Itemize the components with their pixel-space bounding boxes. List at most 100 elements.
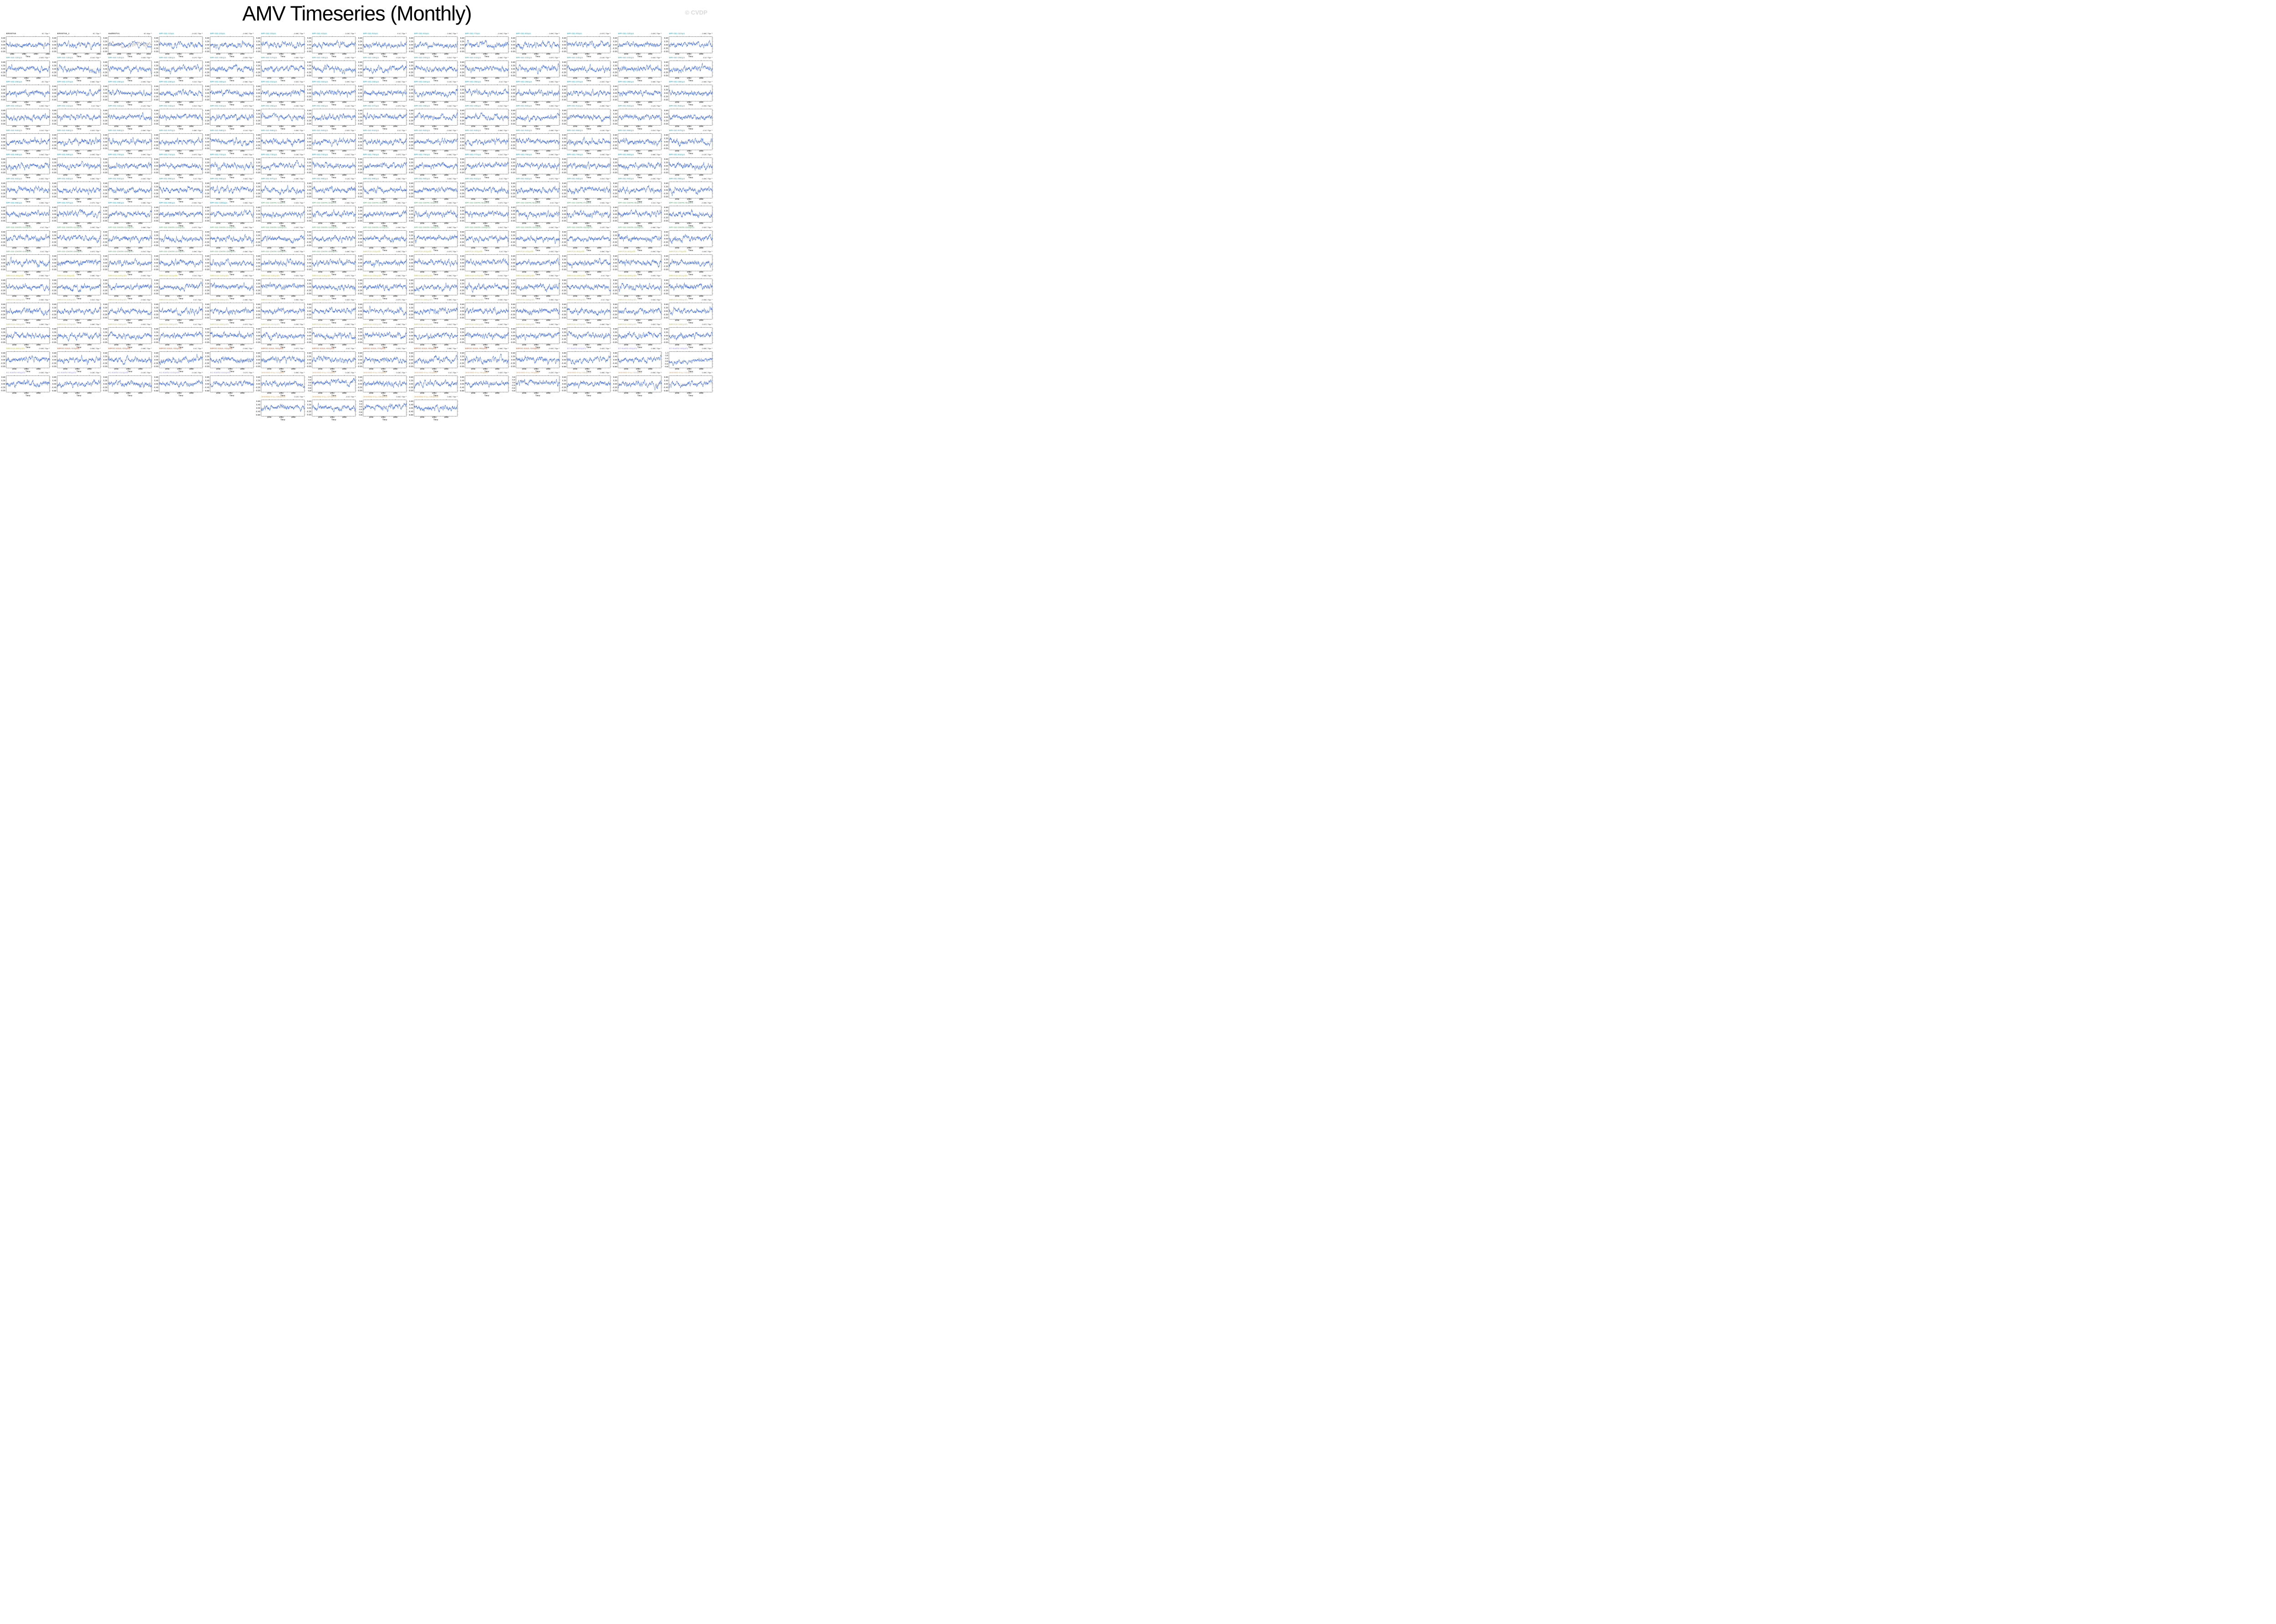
x-tick-label: 2080 — [597, 271, 602, 273]
y-tick-label: -0.60 — [103, 99, 107, 101]
x-tick-label: 2040 — [522, 52, 527, 55]
panel-title: MPI-GE r72i1p1 — [210, 153, 226, 156]
panel-title: MPI-GE r68i1p1 — [6, 153, 22, 156]
timeseries-panel: MPI-GE r5i1p1 0.1C 73yr⁻¹0.600.300.00-0.3… — [358, 32, 407, 58]
y-tick-label: -0.60 — [460, 196, 464, 198]
y-tick-label: 0.30 — [103, 331, 107, 333]
y-tick-label: -0.60 — [205, 269, 209, 271]
x-axis-label: Time — [76, 201, 81, 203]
panel-trend-label: -0.02C 73yr⁻¹ — [39, 56, 50, 59]
y-tick-label: 0.30 — [562, 234, 566, 236]
y-tick-label: 0.30 — [409, 331, 413, 333]
x-tick-label: 2060 — [126, 368, 131, 370]
x-tick-label: 2080 — [393, 125, 398, 127]
y-tick-label: 0.30 — [358, 89, 362, 91]
x-axis-label: Time — [229, 55, 234, 58]
x-tick-label: 2060 — [75, 77, 80, 79]
x-tick-label: 2040 — [12, 174, 17, 176]
y-tick-label: -0.60 — [205, 365, 209, 368]
y-tick-label: -0.30 — [307, 193, 311, 195]
y-tick-label: -0.30 — [409, 289, 413, 292]
x-tick-label: 2040 — [165, 52, 170, 55]
timeseries-line — [6, 113, 50, 122]
x-tick-label: 2040 — [114, 271, 119, 273]
x-tick-label: 2060 — [126, 174, 131, 176]
y-tick-label: 0.30 — [154, 283, 158, 285]
y-tick-label: -0.60 — [358, 196, 362, 198]
timeseries-panel: MIROC6 r33i1p1f1 -0.1C 73yr⁻¹0.600.300.00… — [562, 299, 611, 325]
x-axis-label: Time — [229, 273, 234, 276]
y-tick-label: 0.00 — [205, 165, 209, 167]
panel-title: MIROC6 r11i1p1f1 — [159, 274, 178, 277]
y-tick-label: -0.60 — [562, 317, 566, 319]
y-tick-label: 0.00 — [256, 141, 260, 143]
x-tick-label: 2060 — [534, 392, 539, 394]
y-tick-label: -0.60 — [256, 317, 260, 319]
x-tick-label: 2040 — [573, 149, 578, 152]
y-tick-label: -0.30 — [103, 265, 107, 267]
x-tick-label: 2060 — [126, 222, 131, 224]
timeseries-line — [261, 331, 305, 341]
y-tick-label: 0.30 — [154, 307, 158, 309]
x-tick-label: 2040 — [267, 149, 272, 152]
y-tick-label: 0.60 — [664, 328, 668, 330]
x-axis-label: Time — [535, 152, 540, 155]
panel-trend-label: 0.15C 73yr⁻¹ — [345, 371, 356, 374]
timeseries-line — [312, 64, 356, 75]
panel-trend-label: 0.09C 73yr⁻¹ — [549, 105, 560, 107]
y-tick-label: -0.30 — [256, 193, 260, 195]
x-tick-label: 2060 — [279, 271, 284, 273]
x-tick-label: 2060 — [687, 198, 691, 200]
y-tick-label: 0.30 — [1, 89, 5, 91]
timeseries-panel: MIROC6 r17i1p1f1 -0.01C 73yr⁻¹0.600.300.0… — [460, 274, 509, 300]
x-tick-label: 2060 — [330, 271, 335, 273]
panel-trend-label: 0.08C 73yr⁻¹ — [600, 371, 611, 374]
x-tick-label: 2080 — [495, 198, 500, 200]
panel-title: MPI-GE r35i1p1 — [465, 81, 481, 83]
panel-title: MPI-GE r76i1p1 — [414, 153, 430, 156]
panel-title: MIROC6 r44i1p1f1 — [414, 323, 433, 326]
y-tick-label: -0.30 — [562, 217, 566, 219]
timeseries-line — [669, 89, 713, 97]
timeseries-panel: MPI-GE r10i1p1 0.02C 73yr⁻¹0.600.300.00-0… — [613, 32, 662, 58]
y-tick-label: -0.60 — [205, 317, 209, 319]
panel-trend-label: 0.09C 73yr⁻¹ — [447, 274, 458, 277]
timeseries-panel: MPI-GE r67i1p1 -0.1C 73yr⁻¹0.600.300.00-0… — [664, 129, 713, 155]
y-tick-label: -0.60 — [562, 341, 566, 343]
x-tick-label: 2080 — [546, 198, 551, 200]
y-tick-label: 0.60 — [613, 134, 617, 136]
y-tick-label: -0.60 — [307, 147, 311, 149]
x-tick-label: 2060 — [75, 246, 80, 249]
y-tick-label: 0.60 — [562, 255, 566, 257]
x-tick-label: 2040 — [471, 149, 476, 152]
y-tick-label: 0.00 — [409, 238, 413, 240]
y-tick-label: 0.00 — [562, 92, 566, 94]
y-tick-label: 0.30 — [1, 186, 5, 188]
x-tick-label: 2080 — [342, 198, 347, 200]
y-tick-label: 0.60 — [613, 182, 617, 184]
x-tick-label: 2060 — [177, 222, 182, 224]
timeseries-line — [159, 258, 203, 268]
timeseries-panel: MPI-GE r69i1p1 -0.03C 73yr⁻¹0.600.300.00-… — [52, 153, 102, 179]
x-tick-label: 2060 — [687, 392, 691, 394]
x-axis-label: Time — [280, 225, 285, 228]
x-tick-label: 2040 — [624, 77, 629, 79]
panel-title: UKESM1-0-LL r4i1p1f2 — [414, 371, 437, 374]
x-axis-label: Time — [331, 395, 336, 397]
y-tick-label: 0.60 — [511, 279, 515, 281]
x-axis-label: Time — [178, 79, 183, 82]
x-tick-label: 2060 — [585, 52, 589, 55]
x-tick-label: 2080 — [189, 271, 194, 273]
y-tick-label: -0.60 — [511, 365, 515, 368]
x-axis-label: Time — [535, 104, 540, 107]
x-tick-label: 2060 — [381, 246, 386, 249]
timeseries-line — [6, 209, 50, 218]
y-tick-label: -0.30 — [307, 168, 311, 170]
x-tick-label: 2080 — [189, 222, 194, 224]
x-tick-label: 2080 — [36, 77, 41, 79]
x-axis-label: Time — [127, 152, 132, 155]
y-tick-label: 0.00 — [664, 165, 668, 167]
panel-title: MPI-GE r71i1p1 — [159, 153, 175, 156]
timeseries-panel: MPI-GE r31i1p1 0.02C 73yr⁻¹0.600.300.00-0… — [256, 81, 305, 107]
panel-trend-label: -0.07C 73yr⁻¹ — [447, 250, 458, 253]
